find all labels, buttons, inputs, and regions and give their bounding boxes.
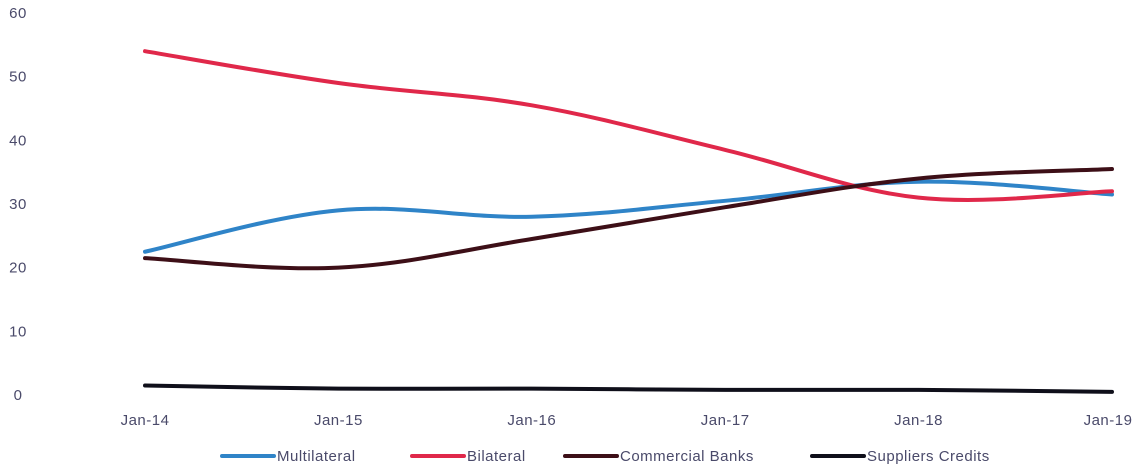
y-tick-label: 40: [9, 132, 27, 149]
y-axis-ticks: 0 10 20 30 40 50 60: [9, 5, 27, 404]
y-tick-label: 20: [9, 260, 27, 277]
series-line-multilateral: [143, 179, 1114, 254]
y-tick-label: 0: [14, 387, 23, 404]
x-tick-label: Jan-16: [507, 412, 556, 429]
legend: Multilateral Bilateral Commercial Banks Sup…: [220, 448, 990, 465]
legend-label-bilateral: Bilateral: [467, 448, 526, 465]
legend-label-suppliers-credits: Suppliers Credits: [867, 448, 990, 465]
series-lines: [143, 49, 1114, 394]
x-axis-ticks: Jan-14 Jan-15 Jan-16 Jan-17 Jan-18 Jan-19: [121, 412, 1133, 429]
x-tick-label: Jan-18: [894, 412, 943, 429]
y-tick-label: 50: [9, 69, 27, 86]
legend-label-multilateral: Multilateral: [277, 448, 356, 465]
x-tick-label: Jan-17: [701, 412, 750, 429]
y-tick-label: 10: [9, 323, 27, 340]
y-tick-label: 60: [9, 5, 27, 22]
series-line-bilateral: [143, 49, 1114, 202]
series-line-suppliers-credits: [143, 383, 1114, 394]
series-line-commercial-banks: [143, 166, 1114, 271]
x-tick-label: Jan-19: [1084, 412, 1133, 429]
x-tick-label: Jan-15: [314, 412, 363, 429]
x-tick-label: Jan-14: [121, 412, 170, 429]
legend-label-commercial-banks: Commercial Banks: [620, 448, 754, 465]
y-tick-label: 30: [9, 196, 27, 213]
